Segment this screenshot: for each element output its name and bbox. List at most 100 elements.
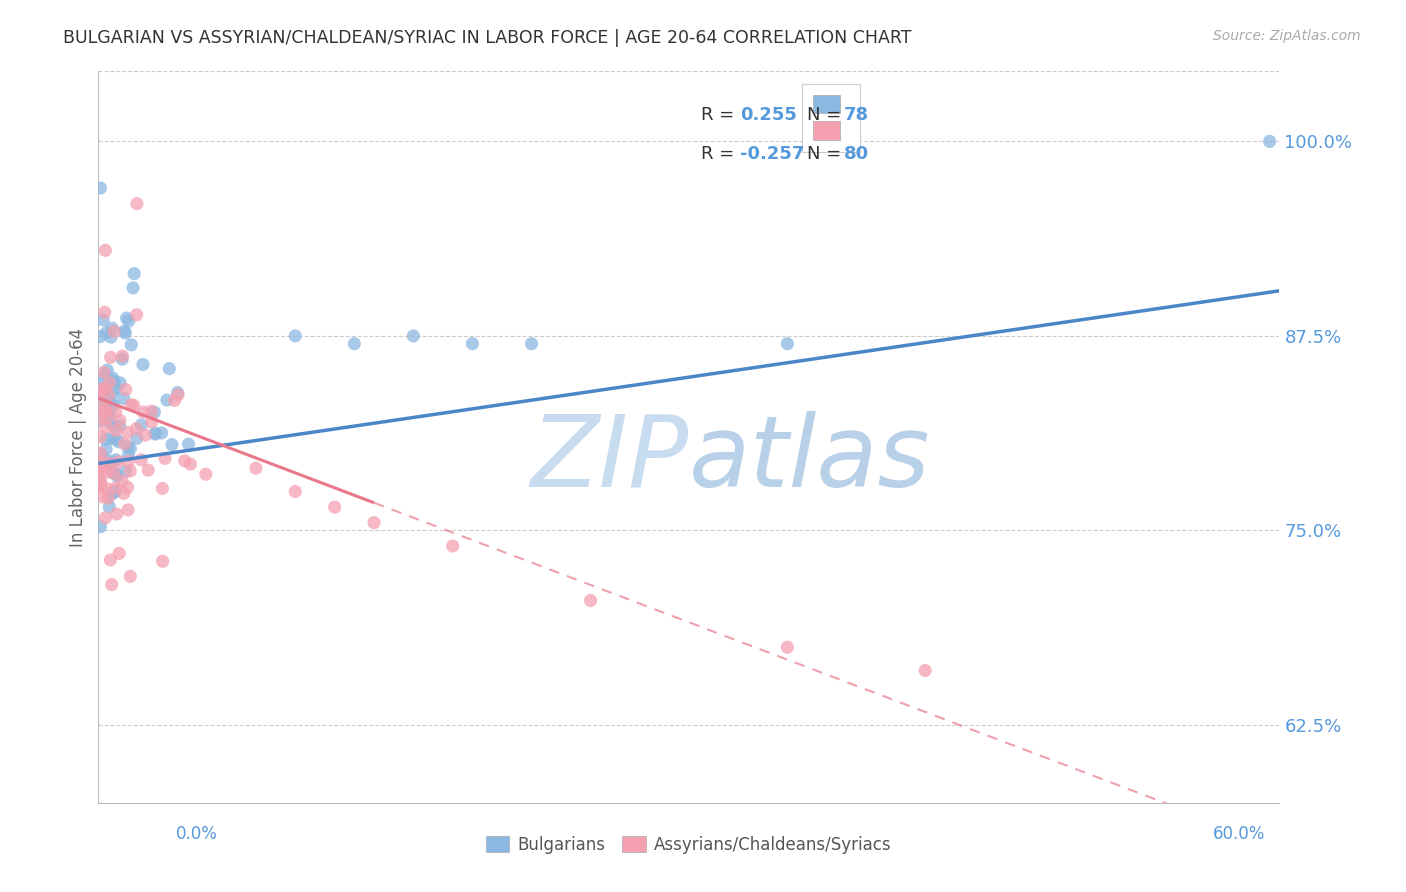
Point	[129, 452, 152, 467]
Point	[91, 454, 114, 468]
Point	[89, 399, 111, 413]
Point	[103, 375, 125, 389]
Point	[114, 324, 136, 338]
Point	[96, 407, 118, 421]
Point	[120, 569, 142, 583]
Point	[125, 308, 148, 322]
Point	[402, 329, 425, 343]
Text: N =: N =	[807, 106, 841, 124]
Point	[89, 376, 111, 391]
Point	[153, 451, 176, 466]
Point	[111, 352, 134, 367]
Point	[118, 314, 141, 328]
Point	[104, 481, 127, 495]
Point	[152, 554, 174, 568]
Point	[120, 464, 142, 478]
Point	[97, 388, 120, 402]
Point	[117, 448, 139, 462]
Point	[98, 454, 121, 468]
Point	[141, 404, 163, 418]
Point	[177, 437, 200, 451]
Point	[100, 487, 122, 501]
Point	[166, 385, 188, 400]
Point	[91, 490, 114, 504]
Point	[115, 311, 138, 326]
Point	[89, 460, 111, 475]
Point	[91, 458, 114, 473]
Point	[122, 281, 145, 295]
Text: 0.0%: 0.0%	[176, 825, 218, 843]
Point	[100, 397, 122, 411]
Text: R =: R =	[700, 106, 734, 124]
Point	[100, 577, 122, 591]
Point	[101, 371, 124, 385]
Point	[91, 313, 114, 327]
Point	[108, 419, 131, 434]
Point	[94, 405, 117, 419]
Text: atlas: atlas	[689, 410, 931, 508]
Point	[96, 363, 118, 377]
Point	[156, 393, 179, 408]
Point	[94, 244, 117, 258]
Text: 60.0%: 60.0%	[1213, 825, 1265, 843]
Point	[160, 437, 183, 451]
Point	[120, 442, 142, 456]
Point	[89, 476, 111, 491]
Point	[101, 466, 124, 480]
Point	[108, 376, 131, 390]
Point	[125, 422, 148, 436]
Point	[132, 358, 155, 372]
Point	[143, 426, 166, 441]
Point	[104, 405, 127, 419]
Text: 80: 80	[844, 145, 869, 163]
Y-axis label: In Labor Force | Age 20-64: In Labor Force | Age 20-64	[69, 327, 87, 547]
Point	[117, 425, 139, 440]
Point	[111, 349, 134, 363]
Point	[104, 381, 127, 395]
Point	[94, 382, 117, 396]
Point	[194, 467, 217, 482]
Point	[101, 385, 124, 400]
Point	[93, 395, 115, 409]
Point	[125, 431, 148, 445]
Point	[114, 465, 136, 479]
Point	[284, 484, 307, 499]
Point	[117, 503, 139, 517]
Point	[98, 415, 121, 429]
Point	[96, 326, 118, 340]
Point	[98, 457, 121, 471]
Point	[94, 420, 117, 434]
Point	[461, 336, 484, 351]
Point	[579, 593, 602, 607]
Point	[97, 392, 120, 407]
Point	[114, 326, 136, 340]
Point	[105, 467, 128, 482]
Text: 78: 78	[844, 106, 869, 124]
Point	[112, 392, 135, 406]
Point	[93, 382, 115, 396]
Point	[98, 376, 121, 390]
Point	[94, 432, 117, 446]
Point	[150, 482, 173, 496]
Point	[96, 465, 118, 479]
Point	[89, 430, 111, 444]
Point	[157, 361, 180, 376]
Point	[776, 640, 799, 655]
Point	[143, 427, 166, 442]
Point	[132, 405, 155, 419]
Point	[122, 398, 145, 412]
Point	[104, 432, 127, 446]
Point	[150, 425, 173, 440]
Point	[89, 466, 111, 480]
Point	[245, 461, 267, 475]
Point	[96, 411, 118, 425]
Point	[89, 403, 111, 417]
Point	[94, 402, 117, 417]
Point	[105, 424, 128, 438]
Point	[1258, 135, 1281, 149]
Point	[98, 553, 121, 567]
Point	[93, 390, 115, 404]
Point	[90, 480, 112, 494]
Point	[89, 181, 111, 195]
Point	[100, 351, 122, 365]
